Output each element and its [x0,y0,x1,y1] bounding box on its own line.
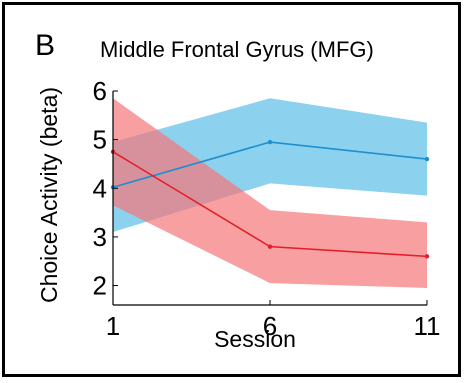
point-series-1-2 [267,139,273,145]
y-tick-label: 3 [93,222,107,252]
chart-title: Middle Frontal Gyrus (MFG) [100,37,374,62]
x-axis-title: Session [214,326,296,352]
point-series-2-3 [424,254,430,259]
band-series-2 [113,98,427,288]
point-series-1-3 [424,156,430,162]
figure-frame: B Middle Frontal Gyrus (MFG) Choice Acti… [2,2,461,377]
x-tick-label: 6 [263,311,277,341]
y-tick-label: 5 [93,125,107,155]
x-tick-label: 11 [414,311,441,341]
tick-labels: 2 3 4 5 6 1 6 11 [93,76,441,341]
point-series-2-2 [267,244,273,249]
y-tick-label: 4 [93,173,107,203]
series-lines [110,139,430,259]
x-tick-label: 1 [106,311,120,341]
panel-label: B [35,29,55,62]
y-tick-label: 6 [93,76,107,106]
chart-svg: B Middle Frontal Gyrus (MFG) Choice Acti… [35,29,441,352]
y-tick-label: 2 [93,271,107,301]
y-axis-title: Choice Activity (beta) [36,87,62,303]
axes [112,90,428,306]
confidence-bands [113,98,427,288]
